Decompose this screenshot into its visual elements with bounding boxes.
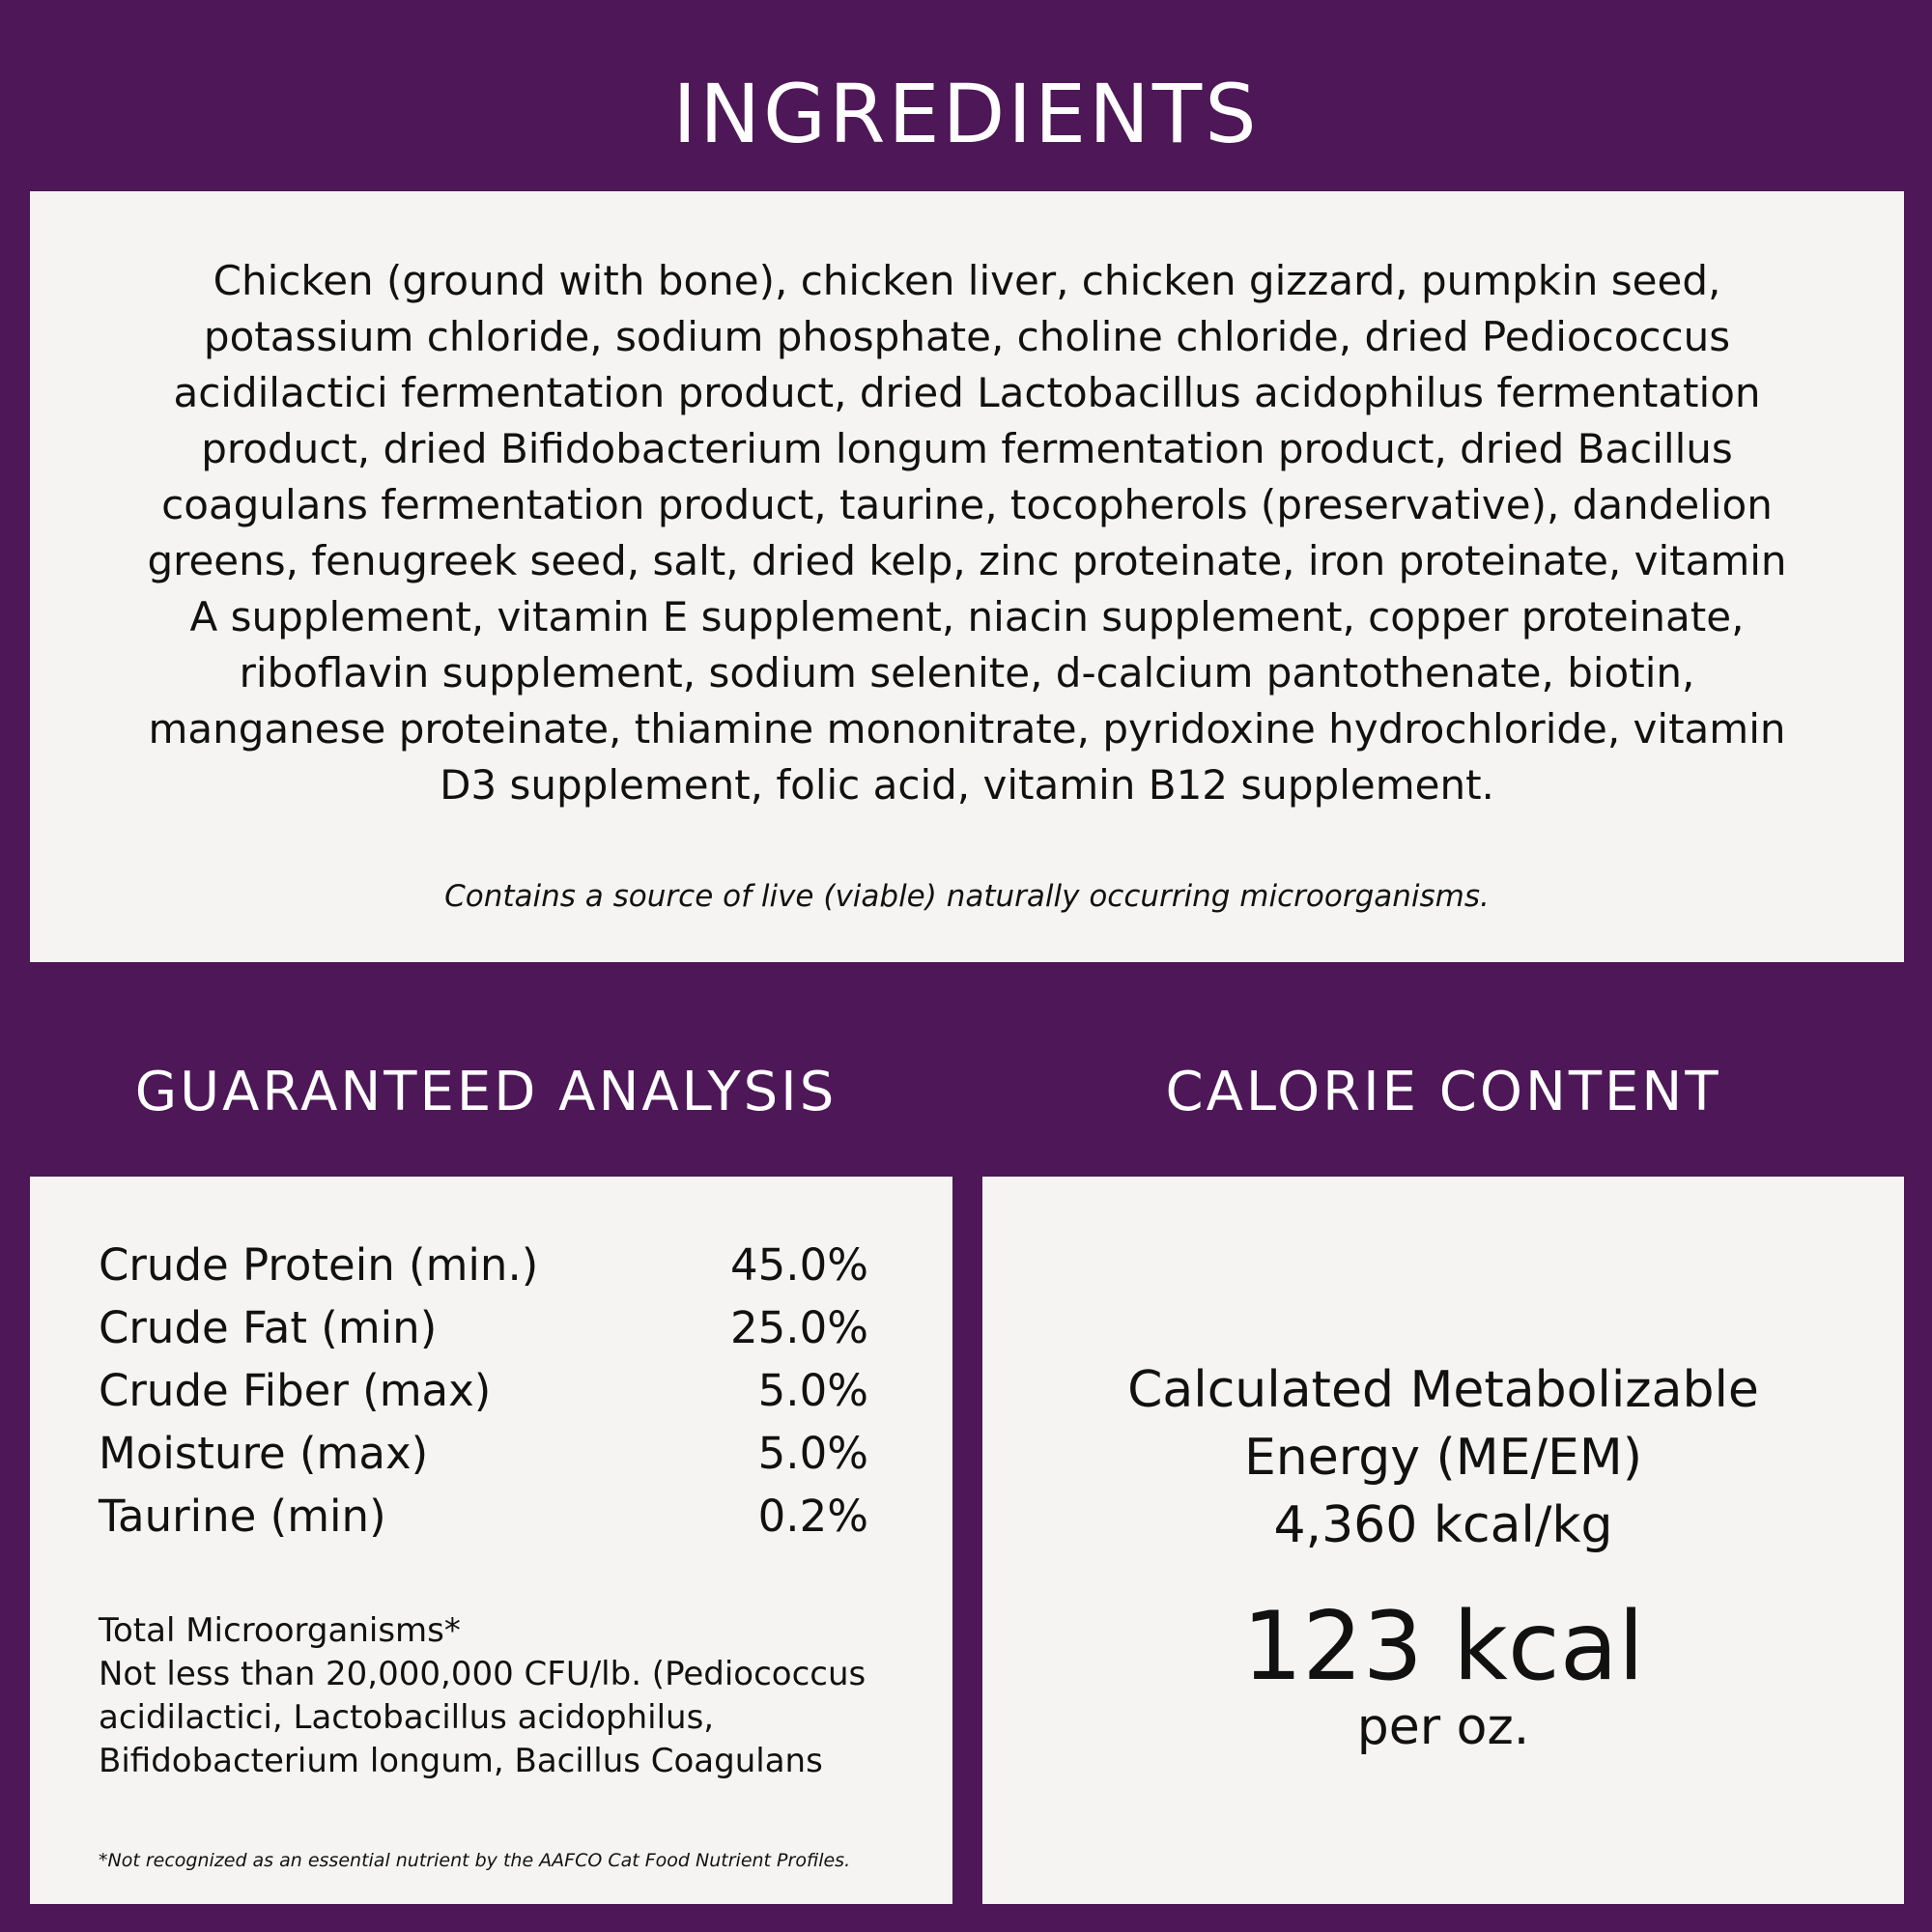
analysis-row: Taurine (min) 0.2%	[99, 1485, 868, 1548]
calorie-line-3: 4,360 kcal/kg	[1273, 1496, 1613, 1554]
analysis-label: Crude Fiber (max)	[99, 1365, 492, 1416]
analysis-row: Crude Fiber (max) 5.0%	[99, 1359, 868, 1422]
analysis-label: Taurine (min)	[99, 1491, 386, 1542]
analysis-row: Crude Fat (min) 25.0%	[99, 1296, 868, 1359]
analysis-label: Crude Fat (min)	[99, 1302, 438, 1353]
guaranteed-analysis-title: GUARANTEED ANALYSIS	[134, 1061, 838, 1123]
microorganisms-heading: Total Microorganisms*	[99, 1611, 461, 1650]
analysis-value: 5.0%	[757, 1365, 868, 1416]
calorie-big-value: 123 kcal	[1241, 1592, 1645, 1702]
ingredients-panel: Chicken (ground with bone), chicken live…	[30, 191, 1904, 962]
microorganisms-block: Total Microorganisms* Not less than 20,0…	[99, 1609, 929, 1783]
calorie-line-1: Calculated Metabolizable	[1127, 1361, 1759, 1419]
calorie-content-title: CALORIE CONTENT	[1165, 1061, 1721, 1123]
analysis-label: Moisture (max)	[99, 1428, 429, 1479]
analysis-label: Crude Protein (min.)	[99, 1239, 539, 1291]
analysis-value: 45.0%	[730, 1239, 868, 1291]
calorie-line-2: Energy (ME/EM)	[1243, 1429, 1643, 1487]
ingredients-title: INGREDIENTS	[672, 67, 1260, 161]
analysis-value: 25.0%	[730, 1302, 868, 1353]
analysis-row: Crude Protein (min.) 45.0%	[99, 1234, 868, 1296]
analysis-value: 0.2%	[757, 1491, 868, 1542]
analysis-value: 5.0%	[757, 1428, 868, 1479]
calorie-description: Calculated Metabolizable Energy (ME/EM) …	[982, 1356, 1904, 1559]
microorganisms-text: Not less than 20,000,000 CFU/lb. (Pedioc…	[99, 1655, 867, 1780]
ingredients-note: Contains a source of live (viable) natur…	[444, 879, 1490, 914]
calorie-big-unit: per oz.	[1356, 1698, 1530, 1756]
ingredients-list: Chicken (ground with bone), chicken live…	[147, 257, 1787, 809]
footnote: *Not recognized as an essential nutrient…	[99, 1850, 851, 1871]
guaranteed-analysis-panel: Crude Protein (min.) 45.0% Crude Fat (mi…	[30, 1177, 952, 1904]
calorie-content-panel: Calculated Metabolizable Energy (ME/EM) …	[982, 1177, 1904, 1904]
analysis-row: Moisture (max) 5.0%	[99, 1422, 868, 1485]
